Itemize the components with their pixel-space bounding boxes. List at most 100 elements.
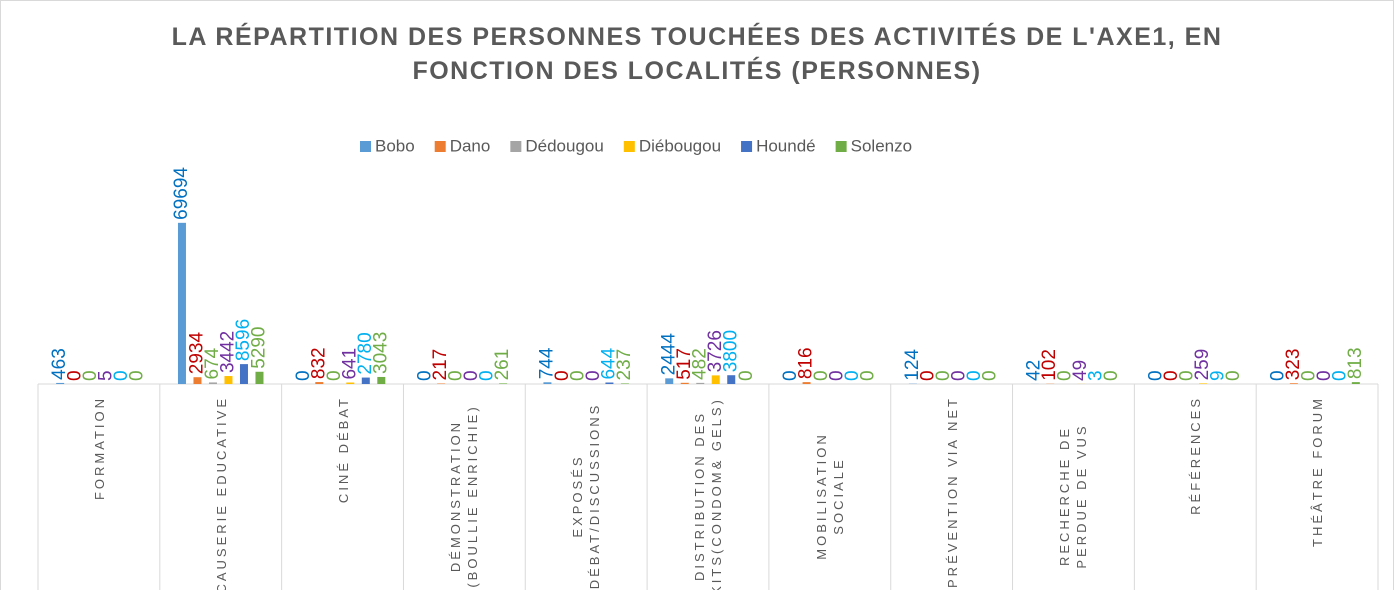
- bar: [543, 382, 552, 384]
- data-label: 0: [324, 370, 345, 381]
- legend-swatch: [360, 141, 371, 152]
- data-label: 42: [1024, 360, 1045, 381]
- data-label: 0: [811, 370, 832, 381]
- legend-label: Dédougou: [525, 136, 603, 155]
- bar: [605, 382, 614, 384]
- data-label: 0: [1267, 370, 1288, 381]
- x-tick-label: PRÉVENTION VIA NET: [944, 396, 960, 588]
- bar: [499, 383, 508, 384]
- legend-swatch: [434, 141, 446, 152]
- data-label: 3800: [720, 330, 741, 372]
- data-label: 2934: [186, 332, 207, 375]
- bar: [361, 377, 370, 384]
- x-tick-label: DÉMONSTRATION (BOULLIE ENRICHIE): [448, 404, 481, 588]
- bar: [620, 383, 629, 384]
- data-label: 0: [1223, 370, 1244, 381]
- data-label: 0: [1146, 370, 1167, 381]
- bar: [177, 222, 186, 384]
- data-label: 641: [339, 348, 360, 380]
- data-label: 0: [293, 370, 314, 381]
- data-label: 323: [1283, 349, 1304, 381]
- data-label: 832: [308, 347, 329, 379]
- x-tick-label: EXPOSÉS DÉBAT/DISCUSSIONS: [570, 402, 603, 590]
- data-label: 463: [49, 348, 70, 380]
- legend-label: Bobo: [375, 136, 415, 155]
- data-label: 0: [583, 370, 604, 381]
- legend-swatch: [835, 141, 847, 152]
- data-label: 0: [552, 370, 573, 381]
- data-label: 517: [674, 348, 695, 380]
- data-label: 0: [1177, 370, 1198, 381]
- data-label: 0: [80, 370, 101, 381]
- bar: [255, 371, 264, 384]
- data-label: 0: [827, 370, 848, 381]
- bar: [315, 382, 324, 384]
- x-tick-label: CAUSERIE EDUCATIVE: [213, 396, 229, 590]
- bar: [193, 377, 202, 384]
- data-label: 0: [979, 370, 1000, 381]
- bar: [377, 376, 386, 384]
- data-label: 744: [536, 347, 557, 379]
- bar: [727, 375, 736, 384]
- data-label: 0: [780, 370, 801, 381]
- bar: [208, 382, 217, 384]
- bar: [696, 382, 705, 384]
- data-label: 0: [1161, 370, 1182, 381]
- data-label: 49: [1070, 360, 1091, 381]
- data-label: 0: [415, 370, 436, 381]
- data-label: 813: [1345, 347, 1366, 379]
- x-tick-label: DISTRIBUTION DES KITS(CONDOM& GELS): [692, 397, 724, 590]
- bar: [239, 364, 248, 384]
- data-label: 102: [1039, 349, 1060, 381]
- data-label: 5290: [248, 326, 269, 368]
- x-tick-label: CINÉ DÉBAT: [335, 396, 351, 504]
- data-label: 0: [567, 370, 588, 381]
- bar: [802, 382, 811, 384]
- legend-label: Solenzo: [851, 136, 912, 155]
- bar: [1289, 383, 1298, 384]
- data-label: 3043: [370, 332, 391, 374]
- data-label: 237: [614, 349, 635, 381]
- x-tick-label: RECHERCHE DE PERDUE DE VUS: [1057, 423, 1090, 569]
- data-label: 816: [796, 347, 817, 379]
- data-label: 5: [96, 370, 117, 381]
- data-label: 644: [598, 347, 619, 379]
- data-label: 259: [1192, 349, 1213, 381]
- data-label: 9: [1208, 370, 1229, 381]
- bar: [56, 382, 65, 384]
- data-label: 0: [1329, 370, 1350, 381]
- data-label: 0: [1101, 370, 1122, 381]
- data-label: 0: [1298, 370, 1319, 381]
- data-label: 2780: [355, 332, 376, 374]
- data-label: 0: [858, 370, 879, 381]
- x-tick-label: FORMATION: [91, 396, 107, 501]
- data-label: 0: [127, 370, 148, 381]
- data-label: 3: [1086, 370, 1107, 381]
- data-label: 0: [933, 370, 954, 381]
- data-label: 3726: [705, 330, 726, 372]
- data-label: 674: [202, 347, 223, 379]
- data-label: 0: [964, 370, 985, 381]
- data-label: 0: [65, 370, 86, 381]
- data-label: 0: [917, 370, 938, 381]
- chart-title: LA RÉPARTITION DES PERSONNES TOUCHÉES DE…: [171, 23, 1223, 85]
- x-tick-label: THÉÂTRE FORUM: [1309, 396, 1325, 547]
- data-label: 0: [1314, 370, 1335, 381]
- data-label: 69694: [171, 167, 192, 220]
- x-tick-label: MOBILISATION SOCIALE: [813, 432, 846, 560]
- bar: [665, 378, 674, 384]
- legend-swatch: [623, 141, 635, 152]
- bar: [680, 382, 689, 384]
- data-label: 0: [948, 370, 969, 381]
- data-label: 217: [430, 349, 451, 381]
- legend-label: Dano: [450, 136, 491, 155]
- x-tick-label: RÉFÉRENCES: [1187, 396, 1203, 515]
- data-label: 0: [842, 370, 863, 381]
- data-label: 261: [492, 349, 513, 381]
- data-label: 3442: [217, 331, 238, 373]
- legend-label: Houndé: [756, 136, 816, 155]
- bar: [1351, 382, 1360, 384]
- data-label: 0: [446, 370, 467, 381]
